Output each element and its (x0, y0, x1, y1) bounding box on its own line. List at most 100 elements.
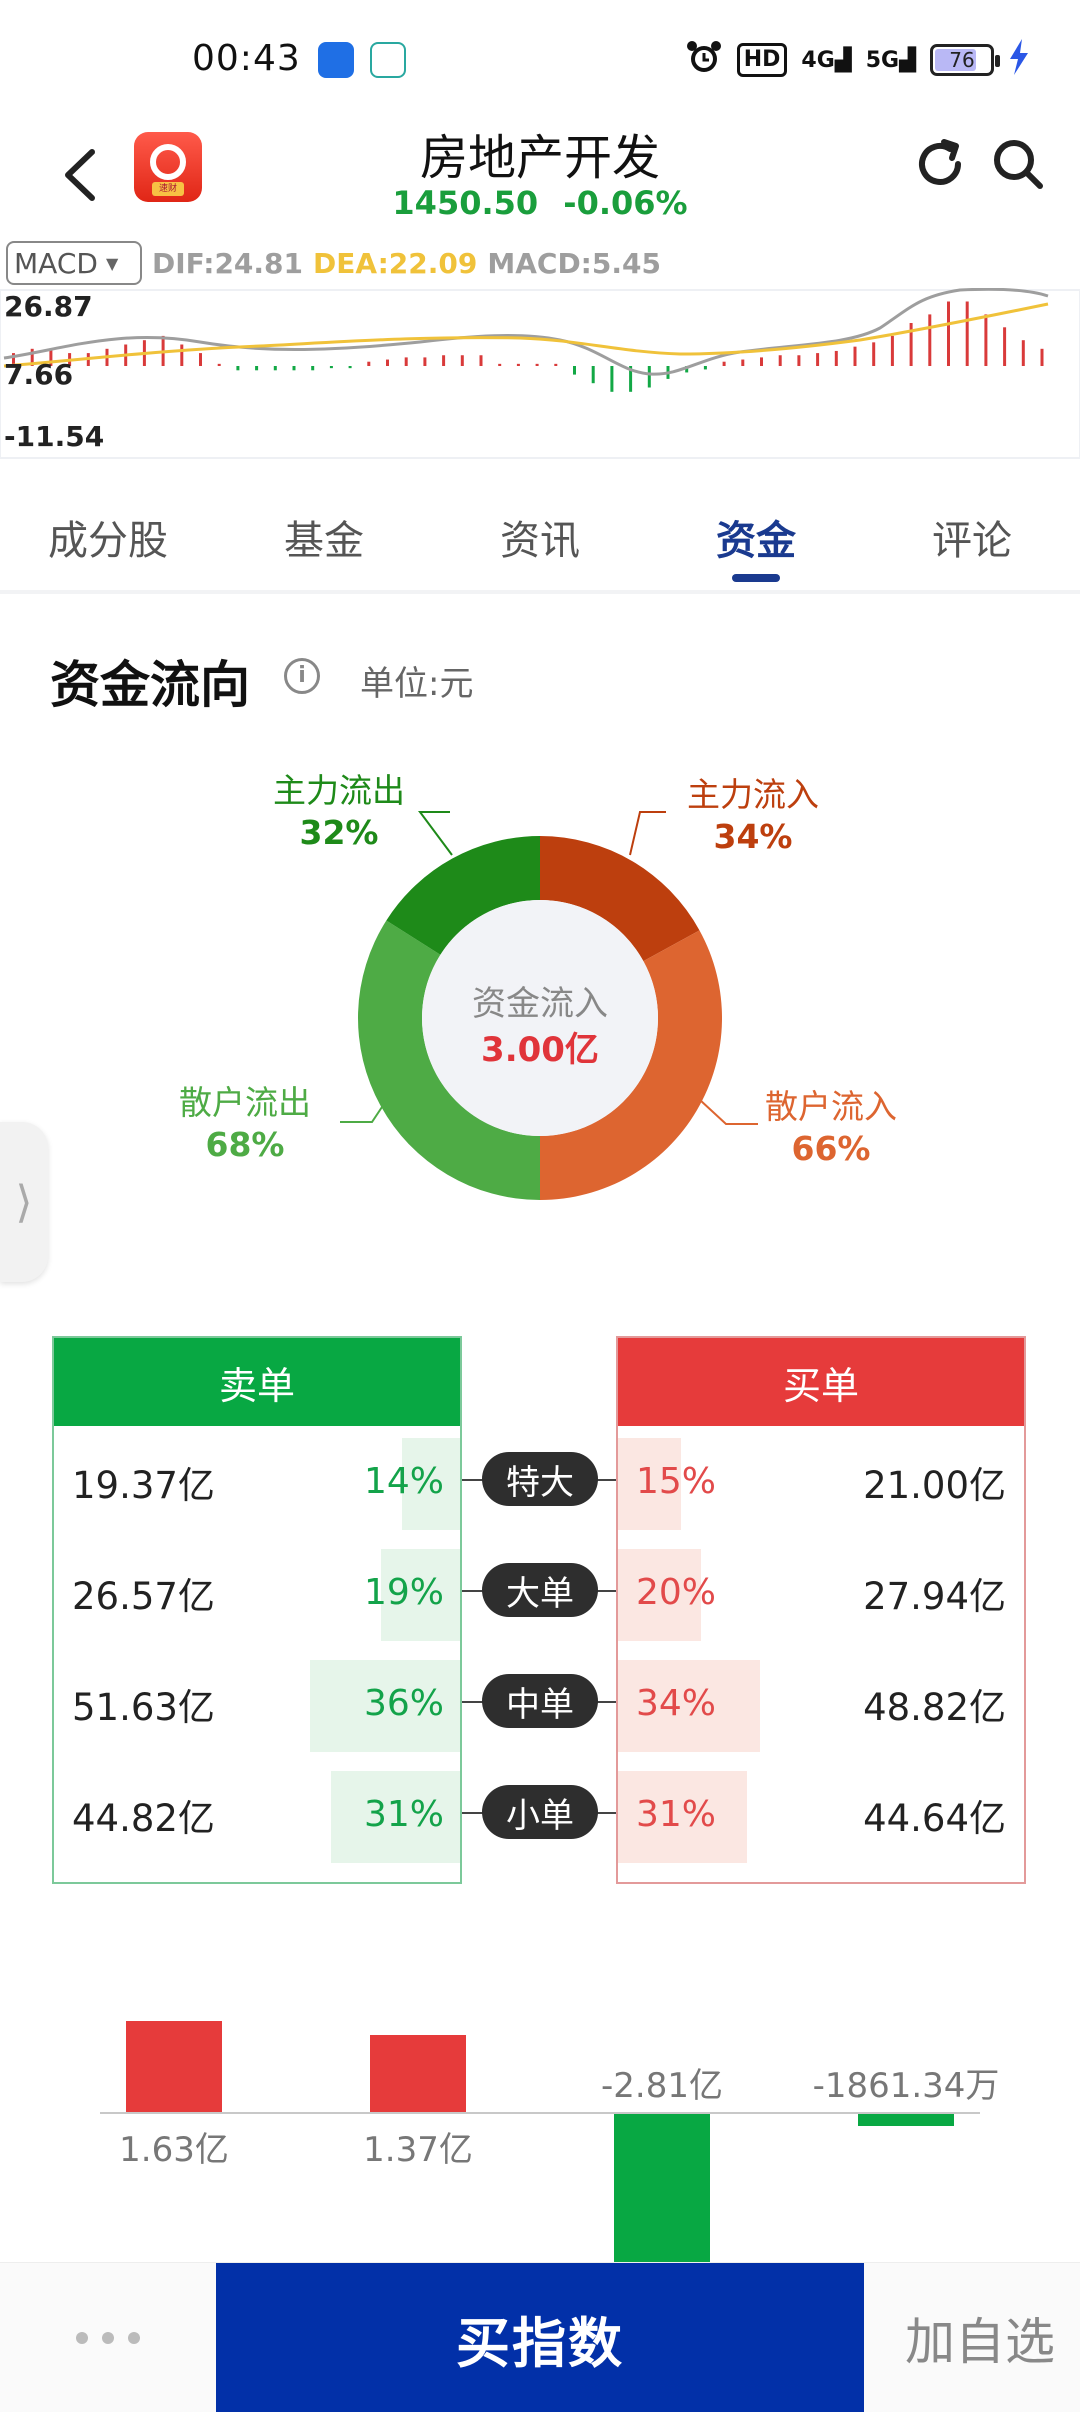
bottom-action-bar: 买指数 加自选 (0, 2262, 1080, 2412)
status-bar: 00:43 HD 4G▟ 5G▟ 76 (0, 0, 1080, 120)
sell-amount: 19.37亿 (72, 1463, 215, 1507)
net-flow-bar (614, 2112, 710, 2262)
pie-label-retail-in: 散户流入 66% (765, 1087, 897, 1168)
order-category-pill: 小单 (482, 1785, 598, 1839)
fund-flow-donut[interactable] (352, 830, 728, 1206)
buy-pct-bar (618, 1438, 681, 1530)
more-dot-icon (128, 2332, 140, 2344)
back-button[interactable] (52, 140, 112, 210)
search-button[interactable] (988, 134, 1048, 194)
macd-histogram-bar (965, 301, 969, 366)
macd-histogram-bar (610, 366, 614, 392)
buy-pct-bar (618, 1660, 760, 1752)
macd-dif: DIF:24.81 (152, 246, 304, 280)
macd-histogram-bar (255, 366, 259, 371)
order-category-pill: 特大 (482, 1452, 598, 1506)
macd-histogram-bar (685, 366, 689, 373)
sell-order-row: 44.82亿 31% (54, 1759, 460, 1870)
tab-3[interactable]: 资金 (648, 470, 864, 590)
buy-amount: 44.64亿 (863, 1796, 1006, 1840)
app-logo[interactable]: 速财 (134, 132, 202, 202)
macd-histogram-bar (1021, 340, 1025, 366)
macd-legend: MACD ▼ DIF:24.81 DEA:22.09 MACD:5.45 (0, 238, 1080, 288)
buy-amount: 27.94亿 (863, 1574, 1006, 1618)
charging-icon (1008, 38, 1030, 82)
tab-divider (0, 590, 1080, 594)
net-flow-label: -2.81亿 (601, 2066, 723, 2106)
macd-chart[interactable] (0, 288, 1080, 460)
sell-pct-bar (331, 1771, 460, 1863)
info-icon[interactable]: i (284, 658, 320, 694)
sell-amount: 44.82亿 (72, 1796, 215, 1840)
macd-histogram-bar (984, 314, 988, 366)
alarm-icon (685, 38, 723, 83)
sell-pct-bar (381, 1549, 460, 1641)
macd-histogram-bar (909, 323, 913, 366)
side-drawer-handle[interactable]: ⟩ (0, 1122, 48, 1282)
macd-histogram-bar (834, 350, 838, 366)
signal-5g-icon: 5G▟ (865, 47, 916, 73)
macd-axis-top: 26.87 (4, 290, 93, 323)
pie-label-main-out: 主力流出 32% (273, 771, 405, 852)
header: 速财 房地产开发 1450.50 -0.06% (0, 110, 1080, 240)
net-flow-label: 1.63亿 (119, 2130, 229, 2170)
buy-order-row: 34% 48.82亿 (618, 1648, 1024, 1759)
macd-histogram-bar (404, 357, 408, 366)
macd-histogram-bar (554, 363, 558, 366)
macd-histogram-bar (423, 357, 427, 366)
macd-histogram-bar (573, 366, 576, 375)
donut-center-value: 3.00亿 (481, 1030, 599, 1070)
macd-histogram-bar (778, 355, 782, 366)
tab-2[interactable]: 资讯 (500, 518, 580, 564)
buy-amount: 48.82亿 (863, 1685, 1006, 1729)
macd-histogram-bar (30, 348, 34, 366)
tab-0[interactable]: 成分股 (48, 518, 168, 564)
status-icons: HD 4G▟ 5G▟ 76 (685, 38, 1030, 82)
macd-histogram-bar (703, 366, 707, 370)
macd-histogram-bar (890, 335, 894, 366)
battery-icon: 76 (930, 44, 1000, 76)
macd-histogram-bar (872, 342, 876, 366)
refresh-button[interactable] (910, 134, 970, 194)
sell-amount: 26.57亿 (72, 1574, 215, 1618)
buy-orders-header: 买单 (618, 1338, 1024, 1426)
sell-order-row: 51.63亿 36% (54, 1648, 460, 1759)
more-button[interactable] (50, 2263, 166, 2412)
net-flow-label: -1861.34万 (812, 2066, 1000, 2106)
macd-histogram-bar (367, 361, 371, 366)
sell-pct: 36% (363, 1683, 444, 1724)
tab-1[interactable]: 基金 (284, 518, 364, 564)
macd-dif-line (3, 288, 1049, 376)
index-quote: 1450.50 -0.06% (0, 184, 1080, 222)
sell-pct: 19% (363, 1572, 444, 1613)
pie-label-main-in: 主力流入 34% (687, 775, 819, 856)
macd-histogram-bar (498, 363, 502, 366)
macd-histogram-bar (199, 353, 202, 366)
tab-4[interactable]: 评论 (932, 518, 1012, 564)
net-flow-label: 1.37亿 (363, 2130, 473, 2170)
buy-pct: 20% (636, 1572, 717, 1613)
macd-histogram-bar (760, 357, 763, 366)
sell-pct-bar (402, 1438, 460, 1530)
pie-label-retail-out: 散户流出 68% (179, 1083, 311, 1164)
sell-pct: 31% (363, 1794, 444, 1835)
section-title: 资金流向 (50, 656, 250, 714)
buy-pct: 15% (636, 1461, 717, 1502)
more-dot-icon (102, 2332, 114, 2344)
sell-pct: 14% (363, 1461, 444, 1502)
index-change: -0.06% (563, 184, 688, 222)
index-price: 1450.50 (392, 184, 539, 222)
macd-histogram-bar (928, 314, 932, 366)
buy-order-row: 31% 44.64亿 (618, 1759, 1024, 1870)
tab-bar: 成分股 基金 资讯 资金 评论 (0, 470, 1080, 590)
indicator-select[interactable]: MACD ▼ (6, 241, 142, 285)
donut-slice-1 (540, 930, 722, 1200)
sell-amount: 51.63亿 (72, 1685, 215, 1729)
add-watchlist-button[interactable]: 加自选 (905, 2313, 1055, 2371)
donut-center-label: 资金流入 (472, 984, 608, 1024)
order-category-pill: 中单 (482, 1674, 598, 1728)
order-category-pill: 大单 (482, 1563, 598, 1617)
unit-label: 单位:元 (360, 664, 474, 704)
buy-index-button[interactable]: 买指数 (216, 2263, 864, 2412)
macd-histogram-bar (535, 363, 539, 366)
